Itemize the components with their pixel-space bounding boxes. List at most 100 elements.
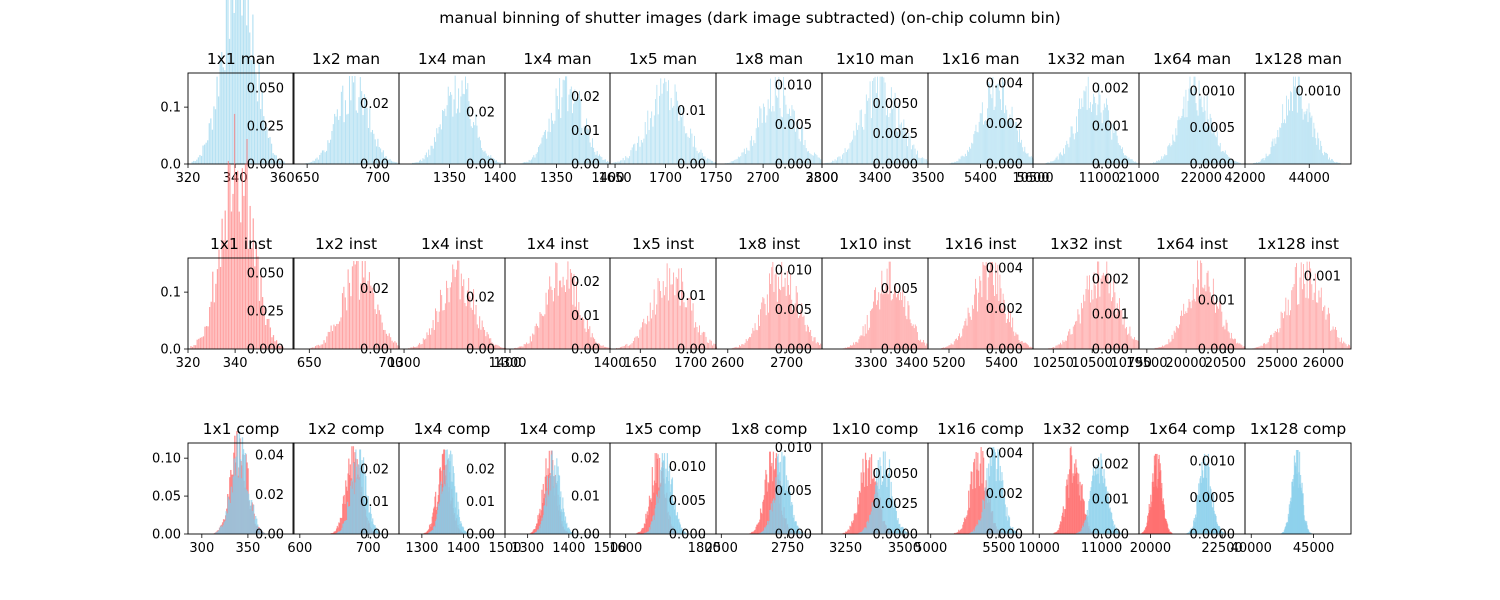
histogram-bar bbox=[737, 156, 739, 164]
histogram-bar bbox=[421, 343, 423, 349]
histogram-bar bbox=[1316, 144, 1318, 164]
histogram-bar bbox=[476, 125, 478, 164]
histogram-bar bbox=[1069, 448, 1071, 534]
histogram-bar bbox=[465, 306, 467, 349]
histogram-bar bbox=[1100, 278, 1102, 349]
histogram-bar bbox=[668, 80, 669, 164]
histogram-bar bbox=[864, 324, 866, 349]
histogram-bar bbox=[1298, 304, 1300, 349]
histogram-bar bbox=[481, 147, 483, 164]
histogram-bar bbox=[893, 290, 895, 349]
histogram-bar bbox=[339, 116, 341, 164]
histogram-bar bbox=[258, 528, 261, 534]
histogram-bar bbox=[557, 466, 559, 534]
histogram-bar bbox=[755, 128, 757, 164]
histogram-bar bbox=[591, 333, 593, 349]
histogram-bar bbox=[627, 158, 629, 164]
histogram-bar bbox=[465, 532, 467, 534]
histogram-bar bbox=[1301, 289, 1303, 349]
histogram-bar bbox=[1053, 532, 1055, 534]
histogram-bar bbox=[756, 118, 758, 164]
histogram-bar bbox=[1281, 312, 1283, 349]
histogram-bar bbox=[1263, 343, 1264, 349]
histogram-bar bbox=[885, 115, 887, 164]
histogram-bar bbox=[888, 459, 891, 534]
histogram-bar bbox=[1079, 323, 1081, 349]
histogram-bar bbox=[1339, 341, 1341, 349]
histogram-bar bbox=[1019, 129, 1020, 164]
histogram-bar bbox=[1337, 162, 1339, 164]
histogram-bar bbox=[1057, 344, 1059, 349]
histogram-bar bbox=[1200, 482, 1202, 534]
histogram-bar bbox=[419, 160, 420, 164]
histogram-bar bbox=[890, 300, 892, 349]
histogram-bar bbox=[1070, 126, 1072, 164]
histogram-bar bbox=[835, 160, 837, 164]
histogram-bar bbox=[1104, 107, 1106, 164]
histogram-bar bbox=[761, 302, 763, 349]
histogram-bar bbox=[851, 521, 853, 534]
histogram-bar bbox=[528, 343, 530, 349]
y-tick-label: 0.050 bbox=[247, 82, 284, 97]
histogram-bar bbox=[678, 522, 681, 534]
histogram-bar bbox=[707, 158, 708, 164]
y-tick-label: 0.000 bbox=[1092, 158, 1129, 173]
x-tick-label: 5200 bbox=[932, 356, 965, 371]
histogram-bar bbox=[861, 482, 863, 534]
histogram-bar bbox=[1082, 106, 1084, 164]
panel-title: 1x1 inst bbox=[210, 235, 272, 253]
histogram-bar bbox=[491, 342, 493, 349]
x-tick-label: 1300 bbox=[511, 541, 544, 556]
histogram-bar bbox=[353, 261, 355, 349]
histogram-bar bbox=[1284, 119, 1286, 164]
histogram-bar bbox=[233, 113, 236, 349]
histogram-bar bbox=[602, 345, 604, 349]
histogram-bar bbox=[625, 344, 627, 349]
histogram-bar bbox=[595, 154, 597, 164]
histogram-bar bbox=[1013, 530, 1015, 534]
histogram-bar bbox=[1219, 527, 1221, 534]
histogram-bar bbox=[373, 292, 375, 349]
histogram-bar bbox=[858, 504, 860, 534]
histogram-bar bbox=[1082, 499, 1085, 534]
histogram-bar bbox=[764, 303, 766, 349]
histogram-bar bbox=[1190, 528, 1192, 534]
histogram-bar bbox=[952, 344, 954, 349]
histogram-bar bbox=[252, 504, 255, 534]
panel-grid: 1x1 man3203403600.00.10.0000.0250.0501x2… bbox=[152, 0, 1352, 556]
histogram-bar bbox=[1338, 162, 1340, 164]
histogram-bar bbox=[536, 152, 538, 164]
histogram-bar bbox=[1280, 311, 1282, 349]
histogram-bar bbox=[993, 447, 995, 534]
histogram-bar bbox=[1074, 473, 1076, 534]
histogram-bar bbox=[207, 326, 209, 349]
histogram-bar bbox=[1289, 110, 1290, 164]
histogram-bar bbox=[825, 162, 827, 164]
histogram-bar bbox=[282, 346, 284, 349]
histogram-bar bbox=[439, 289, 441, 349]
histogram-bar bbox=[1059, 521, 1062, 534]
histogram-bar bbox=[541, 489, 543, 534]
histogram-bar bbox=[650, 521, 653, 534]
histogram-bar bbox=[1050, 348, 1052, 349]
histogram-bar bbox=[622, 157, 624, 164]
histogram-bar bbox=[684, 531, 686, 534]
histogram-bar bbox=[541, 517, 543, 534]
histogram-bar bbox=[990, 94, 992, 164]
histogram-bar bbox=[338, 522, 340, 534]
histogram-bar bbox=[478, 328, 479, 349]
histogram-bar bbox=[765, 526, 767, 534]
histogram-bar bbox=[978, 486, 981, 534]
figure-title: manual binning of shutter images (dark i… bbox=[439, 9, 1060, 27]
histogram-bar bbox=[1304, 283, 1306, 349]
histogram-bar bbox=[868, 327, 870, 349]
histogram-bar bbox=[1181, 310, 1182, 349]
histogram-bar bbox=[658, 457, 661, 534]
histogram-bar bbox=[1133, 161, 1135, 164]
histogram-bar bbox=[232, 0, 234, 164]
histogram-bar bbox=[1296, 263, 1297, 349]
histogram-bar bbox=[964, 519, 966, 534]
histogram-bar bbox=[867, 100, 868, 164]
